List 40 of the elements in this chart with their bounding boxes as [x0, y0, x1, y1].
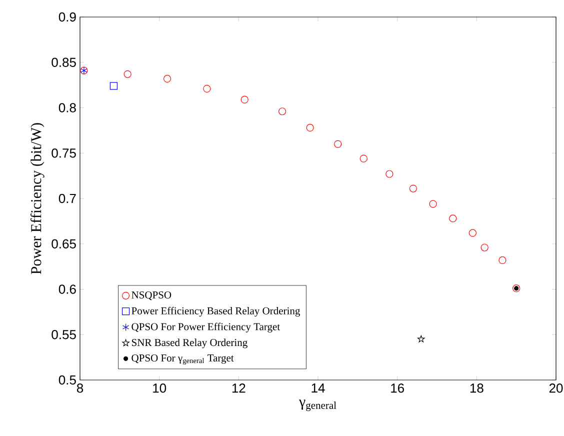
- x-tick-label: 20: [549, 384, 563, 393]
- y-tick-label: 0.6: [58, 284, 76, 294]
- y-tick-label: 0.55: [52, 330, 76, 340]
- point: [386, 170, 394, 178]
- x-tick-label: 12: [232, 384, 246, 393]
- y-tick-label: 0.5: [58, 375, 76, 385]
- point: [110, 82, 118, 90]
- x-tick-label: 10: [153, 384, 166, 393]
- legend-label: QPSO For Power Efficiency Target: [132, 322, 280, 332]
- y-tick-label: 0.9: [58, 12, 76, 22]
- x-tick-label: 8: [76, 384, 84, 393]
- y-tick-label: 0.8: [58, 103, 76, 112]
- point: [124, 70, 132, 78]
- y-tick-label: 0.85: [52, 58, 76, 67]
- legend-label: Power Efficiency Based Relay Ordering: [132, 306, 300, 317]
- legend-label: SNR Based Relay Ordering: [132, 338, 248, 348]
- y-tick-label: 0.65: [52, 239, 76, 248]
- point: [449, 214, 457, 222]
- y-tick-label: 0.7: [58, 194, 76, 204]
- point: [240, 96, 248, 104]
- point: [163, 74, 172, 83]
- point: [418, 335, 425, 342]
- point: [278, 108, 286, 116]
- point: [306, 124, 314, 132]
- point: [334, 140, 342, 148]
- point: [360, 154, 368, 162]
- y-axis-title: Power Efficiency (bit/W): [30, 123, 44, 274]
- point: [498, 256, 506, 264]
- point: [203, 84, 211, 92]
- point: [429, 200, 437, 208]
- x-tick-label: 18: [470, 384, 484, 393]
- x-tick-label: 16: [391, 384, 404, 393]
- point: [480, 244, 488, 252]
- y-tick-label: 0.75: [52, 148, 76, 158]
- x-axis-title: γ$_{general}$: [298, 400, 336, 412]
- point: [468, 229, 477, 237]
- legend-label: NSQPSO: [132, 291, 172, 300]
- point: [409, 184, 418, 192]
- legend-label: QPSO For γ$_{general}$ Target: [132, 354, 234, 365]
- x-tick-label: 14: [312, 384, 325, 392]
